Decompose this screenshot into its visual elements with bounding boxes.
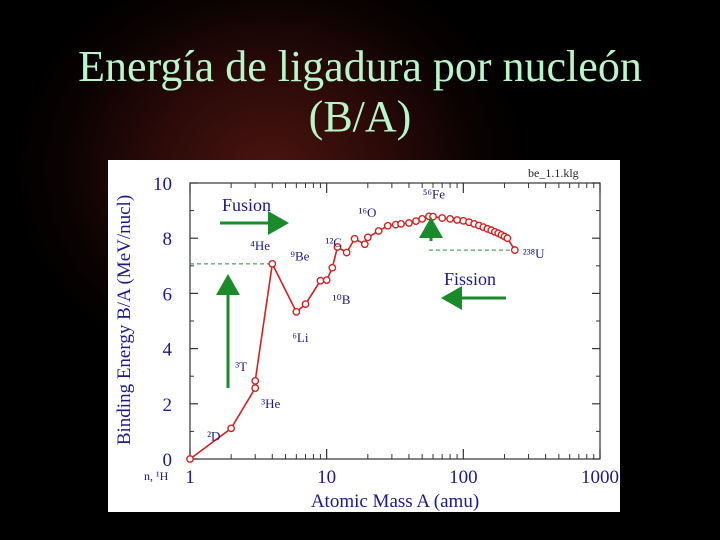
- data-point: [510, 246, 519, 254]
- y-tick-label: 10: [153, 174, 172, 195]
- y-tick-label: 4: [163, 340, 173, 361]
- x-axis-label: Atomic Mass A (amu): [311, 491, 479, 512]
- data-point: [418, 214, 427, 223]
- data-point: [412, 217, 420, 225]
- origin-label: n, ¹H: [144, 469, 169, 483]
- nuclide-label: ⁵⁶Fe: [423, 186, 445, 201]
- data-point: [342, 248, 351, 257]
- data-point: [301, 300, 310, 309]
- data-point: [350, 234, 359, 243]
- data-point: [438, 214, 447, 222]
- nuclide-label: ¹²C: [325, 235, 341, 250]
- nuclide-label: ²³⁸U: [523, 246, 545, 261]
- binding-energy-curve: [189, 215, 516, 460]
- x-tick-label: 1000: [581, 467, 619, 488]
- data-point: [397, 219, 405, 228]
- data-point: [316, 276, 325, 285]
- slide-title: Energía de ligadura por nucleón (B/A): [0, 42, 720, 142]
- chart-canvas: be_1.1.klg Binding Energy B/A (MeV/nucl)…: [114, 166, 619, 512]
- fusion-label: Fusion: [222, 195, 271, 215]
- nuclide-label: ⁹Be: [290, 249, 309, 264]
- y-tick-label: 6: [163, 284, 173, 305]
- data-point: [186, 455, 194, 463]
- data-point: [383, 221, 392, 230]
- data-point: [251, 376, 260, 385]
- file-label: be_1.1.klg: [528, 166, 579, 180]
- data-point: [322, 276, 331, 285]
- data-point: [268, 259, 277, 268]
- nuclide-label: ¹⁰B: [333, 292, 351, 307]
- data-point: [227, 424, 236, 433]
- nuclide-label: ⁶Li: [292, 330, 308, 345]
- nuclide-label: ¹⁶O: [359, 205, 377, 220]
- nuclide-label: ⁴He: [250, 238, 270, 253]
- x-tick-label: 100: [449, 467, 478, 488]
- x-tick-label: 10: [317, 467, 336, 488]
- nuclide-label: ³T: [235, 359, 247, 374]
- x-tick-label: 1: [185, 467, 195, 488]
- data-point: [453, 216, 461, 224]
- nuclide-label: ³He: [261, 396, 280, 411]
- data-point: [363, 233, 372, 242]
- data-point: [405, 219, 413, 227]
- y-tick-label: 8: [163, 229, 173, 250]
- data-point: [446, 214, 454, 223]
- data-point: [374, 227, 383, 235]
- fission-label: Fission: [444, 269, 496, 289]
- y-tick-label: 2: [163, 395, 173, 416]
- y-tick-label: 0: [163, 450, 173, 471]
- data-point: [503, 234, 512, 243]
- slide-title-line1: Energía de ligadura por nucleón: [78, 42, 642, 91]
- data-point: [292, 307, 301, 316]
- nuclide-label: ²D: [207, 428, 220, 443]
- slide-title-line2: (B/A): [308, 92, 412, 141]
- data-point: [429, 212, 437, 221]
- data-point: [360, 240, 369, 249]
- y-axis-label: Binding Energy B/A (MeV/nucl): [114, 195, 135, 445]
- data-point: [333, 243, 342, 251]
- data-point: [251, 384, 260, 392]
- binding-energy-chart: be_1.1.klg Binding Energy B/A (MeV/nucl)…: [108, 160, 620, 512]
- data-point: [328, 263, 337, 272]
